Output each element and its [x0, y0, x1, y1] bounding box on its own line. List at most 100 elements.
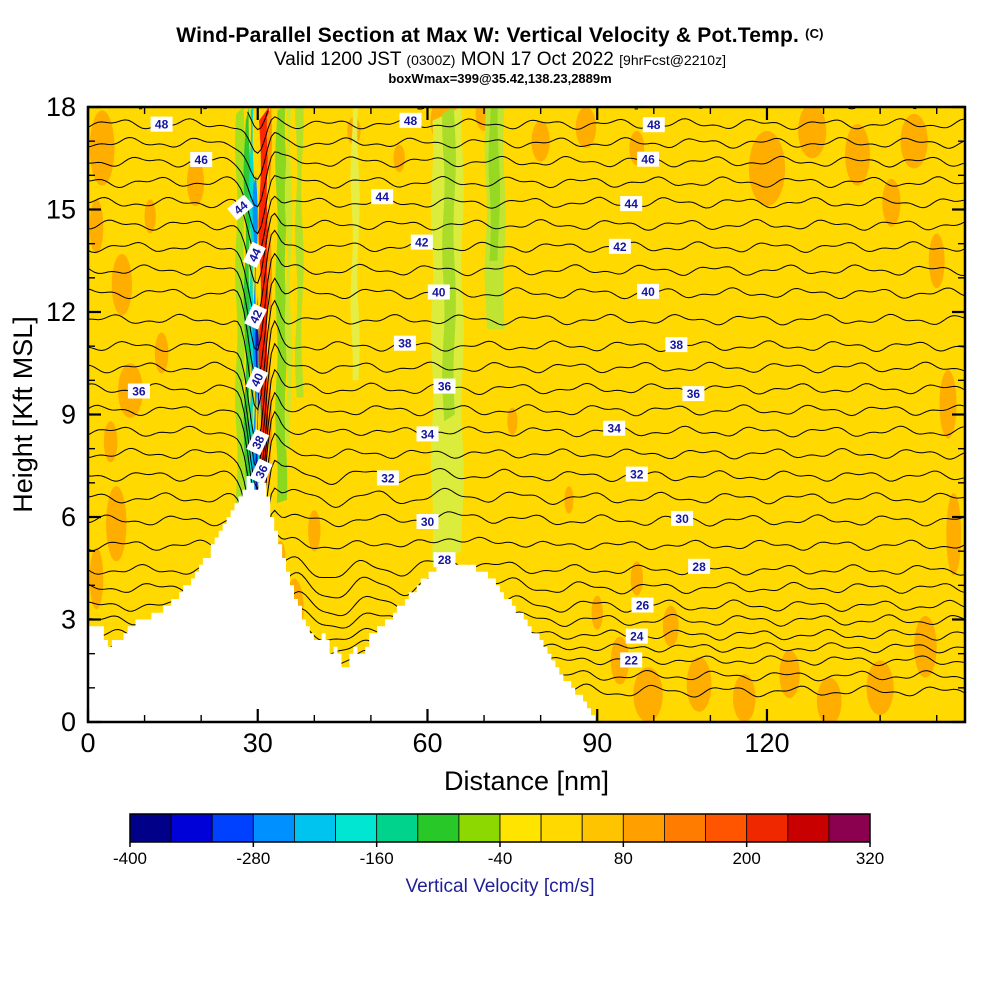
x-tick-label: 60	[412, 728, 442, 758]
svg-text:48: 48	[404, 114, 418, 128]
updraft-patch	[928, 233, 945, 289]
updraft-patch	[733, 674, 756, 722]
colorbar-tick-label: -280	[236, 849, 270, 868]
contour-label: 38	[665, 337, 688, 353]
contour-label: 44	[243, 241, 266, 268]
updraft-patch	[610, 636, 630, 685]
svg-text:42: 42	[613, 240, 627, 254]
contour-line	[87, 459, 965, 559]
contour-label: 24	[625, 628, 648, 644]
contour-line	[87, 410, 965, 523]
svg-text:34: 34	[421, 427, 435, 441]
valid-time: Valid 1200 JST	[274, 49, 407, 70]
colorbar-cell	[828, 813, 871, 843]
svg-text:38: 38	[249, 433, 267, 451]
colorbar-cell	[252, 813, 295, 843]
svg-text:36: 36	[438, 380, 452, 394]
svg-text:34: 34	[608, 422, 622, 436]
updraft-patch	[630, 561, 643, 596]
wave-band	[350, 107, 360, 381]
wave-band	[284, 107, 293, 449]
svg-text:40: 40	[432, 286, 446, 300]
svg-text:48: 48	[155, 118, 169, 132]
svg-text:42: 42	[247, 307, 265, 325]
colorbar-cell	[746, 813, 789, 843]
svg-text:42: 42	[415, 236, 429, 250]
contour-label: 22	[620, 652, 643, 668]
forecast-hour: [9hrFcst@2210z]	[619, 52, 726, 68]
chart-subtitle: Valid 1200 JST (0300Z) MON 17 Oct 2022 […	[0, 49, 1000, 71]
colorbar-tick-label: -160	[360, 849, 394, 868]
contour-label: 42	[244, 303, 267, 330]
updraft-patch	[144, 199, 156, 234]
wave-band	[442, 107, 456, 422]
svg-text:38: 38	[670, 338, 684, 352]
contour-label: 28	[433, 552, 456, 568]
contour-line	[87, 487, 964, 573]
contour-label: 48	[642, 117, 665, 133]
colorbar-cell	[335, 813, 378, 843]
contour-label: 30	[416, 514, 439, 529]
contour-line	[417, 107, 425, 110]
colorbar-tick-label: 320	[856, 849, 884, 868]
chart-title-units: (C)	[805, 26, 824, 41]
contour-label: 34	[603, 420, 626, 436]
colorbar-cell	[705, 813, 748, 843]
colorbar-cell	[417, 813, 460, 843]
colorbar-cell	[499, 813, 542, 843]
contour-line	[88, 151, 965, 208]
updraft-patch	[946, 493, 962, 576]
colorbar-tick-label: -400	[113, 849, 147, 868]
valid-time-utc: (0300Z)	[406, 52, 456, 68]
contour-label: 36	[433, 378, 456, 394]
colorbar: -400 -280 -160 -40 80 200 320 Vertical Velocity…	[113, 813, 884, 897]
x-tick-label: 90	[582, 728, 612, 758]
contour-label: 44	[371, 189, 394, 205]
contour-label: 26	[631, 597, 654, 613]
updraft-patch	[845, 124, 870, 186]
updraft-patch	[591, 595, 603, 630]
contour-label: 46	[190, 152, 213, 167]
updraft-patch	[939, 370, 957, 439]
x-tick-label: 30	[243, 728, 273, 758]
svg-text:38: 38	[398, 337, 412, 351]
chart-title: Wind-Parallel Section at Max W: Vertical…	[0, 24, 1000, 48]
contour-line	[87, 116, 965, 154]
contour-label: 40	[427, 284, 450, 300]
updraft-patch	[575, 107, 597, 148]
contour-label: 40	[245, 366, 269, 393]
wave-band	[275, 107, 288, 504]
colorbar-cell	[540, 813, 583, 843]
updraft-patch	[816, 677, 842, 726]
svg-text:32: 32	[381, 471, 395, 485]
updraft-patch	[882, 178, 901, 227]
y-tick-label: 12	[46, 297, 76, 327]
wave-band	[295, 107, 304, 398]
colorbar-cell	[376, 813, 419, 843]
svg-text:24: 24	[630, 630, 644, 644]
chart-title-text: Wind-Parallel Section at Max W: Vertical…	[176, 24, 800, 47]
svg-text:36: 36	[253, 462, 271, 480]
contour-line	[87, 342, 965, 470]
updraft-patch	[308, 510, 321, 552]
contour-label: 28	[688, 558, 711, 574]
svg-text:26: 26	[636, 599, 650, 613]
contour-line	[87, 175, 964, 235]
terrain	[88, 476, 595, 722]
colorbar-title: Vertical Velocity [cm/s]	[405, 876, 594, 897]
y-tick-label: 3	[61, 605, 76, 635]
contour-label: 48	[150, 116, 173, 132]
svg-text:40: 40	[641, 285, 655, 299]
contour-label: 38	[393, 335, 416, 351]
wmax-annotation: boxWmax=399@35.42,138.23,2889m	[388, 71, 612, 86]
svg-text:44: 44	[246, 246, 264, 264]
contour-label: 30	[671, 510, 694, 526]
colorbar-tick-label: -40	[488, 849, 513, 868]
svg-text:36: 36	[687, 387, 701, 401]
svg-text:46: 46	[195, 153, 209, 167]
updraft-patch	[393, 144, 405, 172]
svg-text:22: 22	[625, 653, 639, 667]
